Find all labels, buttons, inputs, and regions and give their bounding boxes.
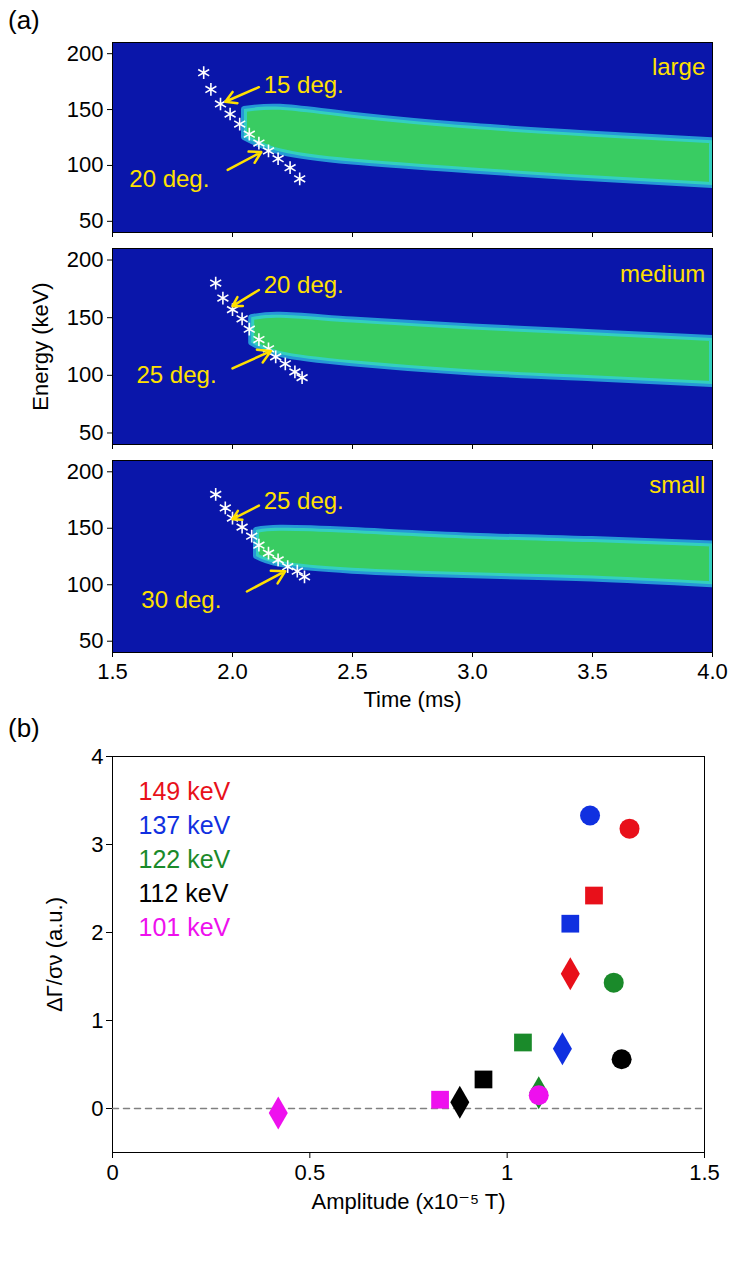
svg-text:large: large [652,53,705,80]
svg-text:30 deg.: 30 deg. [141,586,221,613]
svg-text:4: 4 [91,744,103,769]
svg-text:100: 100 [67,362,104,387]
svg-text:149 keV: 149 keV [139,777,231,805]
svg-text:50: 50 [79,208,103,233]
svg-text:ΔΓ/σν (a.u.): ΔΓ/σν (a.u.) [42,897,67,1012]
svg-text:3.5: 3.5 [577,659,608,684]
svg-text:Energy (keV): Energy (keV) [28,282,53,410]
svg-text:1: 1 [501,1160,513,1185]
svg-text:medium: medium [620,260,705,287]
svg-text:small: small [649,471,705,498]
svg-text:3: 3 [91,832,103,857]
svg-text:1: 1 [91,1008,103,1033]
svg-text:0.5: 0.5 [295,1160,326,1185]
svg-text:122 keV: 122 keV [139,845,231,873]
svg-text:25 deg.: 25 deg. [264,487,344,514]
svg-text:137 keV: 137 keV [139,811,231,839]
svg-text:Time (ms): Time (ms) [363,687,461,712]
svg-text:150: 150 [67,515,104,540]
svg-text:50: 50 [79,420,103,445]
svg-text:200: 200 [67,247,104,272]
svg-text:Amplitude (x10⁻⁵ T): Amplitude (x10⁻⁵ T) [312,1189,506,1214]
svg-text:0: 0 [91,1096,103,1121]
svg-text:100: 100 [67,572,104,597]
svg-text:2: 2 [91,920,103,945]
svg-text:150: 150 [67,305,104,330]
svg-text:20 deg.: 20 deg. [264,271,344,298]
svg-text:4.0: 4.0 [697,659,728,684]
svg-text:101 keV: 101 keV [139,913,231,941]
html-text:(a): (a) [8,5,40,35]
svg-text:20 deg.: 20 deg. [129,165,209,192]
svg-text:100: 100 [67,152,104,177]
svg-text:200: 200 [67,41,104,66]
svg-text:0: 0 [106,1160,118,1185]
svg-text:112 keV: 112 keV [139,879,229,907]
svg-text:25 deg.: 25 deg. [137,361,217,388]
html-text:(b): (b) [8,713,40,743]
svg-text:1.5: 1.5 [97,659,128,684]
svg-text:2.5: 2.5 [337,659,368,684]
svg-text:150: 150 [67,97,104,122]
svg-text:15 deg.: 15 deg. [264,71,344,98]
svg-text:2.0: 2.0 [217,659,248,684]
svg-text:200: 200 [67,459,104,484]
svg-text:1.5: 1.5 [689,1160,720,1185]
svg-text:3.0: 3.0 [457,659,488,684]
svg-text:50: 50 [79,628,103,653]
